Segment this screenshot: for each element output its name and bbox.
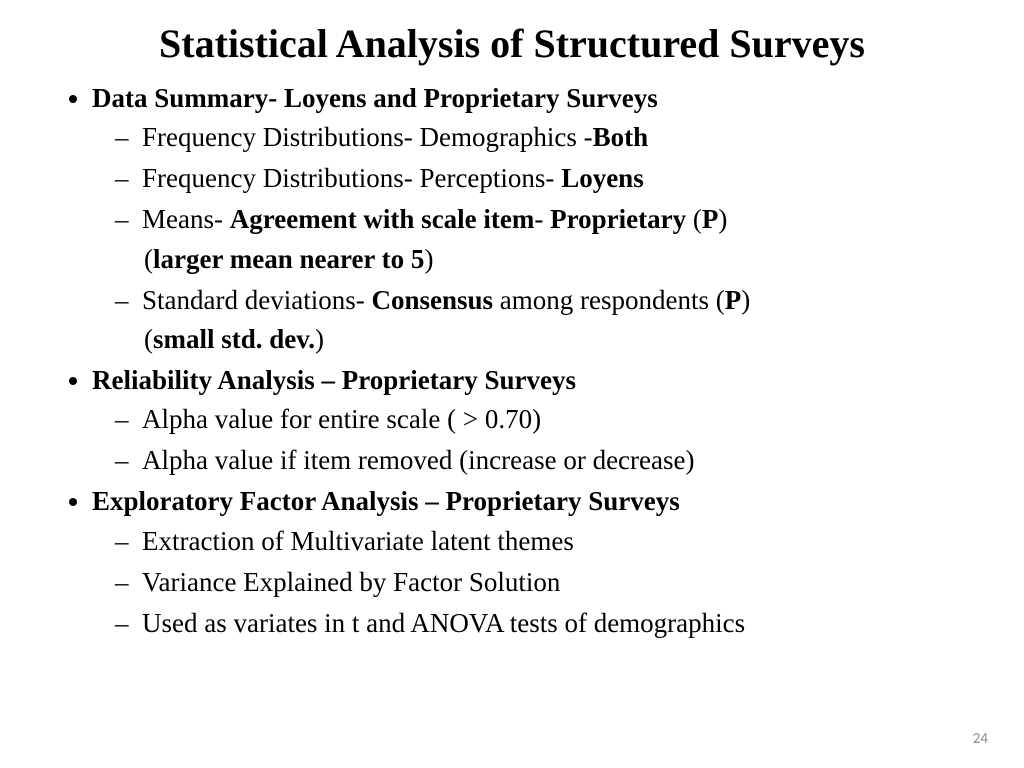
sub-item-text: Alpha value for entire scale ( > 0.70) bbox=[142, 404, 541, 434]
sub-item: Used as variates in t and ANOVA tests of… bbox=[142, 604, 984, 643]
sub-item: Frequency Distributions- Perceptions- Lo… bbox=[142, 159, 984, 198]
sub-item-continuation: (small std. dev.) bbox=[142, 320, 984, 359]
sub-item-continuation: (larger mean nearer to 5) bbox=[142, 240, 984, 279]
slide-title: Statistical Analysis of Structured Surve… bbox=[40, 20, 984, 67]
sub-item-text: Alpha value if item removed (increase or… bbox=[142, 445, 694, 475]
section-item: Exploratory Factor Analysis – Proprietar… bbox=[92, 482, 984, 643]
page-number: 24 bbox=[973, 730, 988, 748]
section-heading: Exploratory Factor Analysis – Proprietar… bbox=[92, 486, 680, 516]
sub-item: Means- Agreement with scale item- Propri… bbox=[142, 200, 984, 278]
sub-item: Frequency Distributions- Demographics -B… bbox=[142, 118, 984, 157]
sub-item: Variance Explained by Factor Solution bbox=[142, 563, 984, 602]
sub-item: Alpha value if item removed (increase or… bbox=[142, 441, 984, 480]
sub-item-bold: Both bbox=[593, 122, 649, 152]
sub-list: Extraction of Multivariate latent themes… bbox=[92, 522, 984, 643]
sub-list: Frequency Distributions- Demographics -B… bbox=[92, 118, 984, 359]
sub-item-text: Frequency Distributions- Perceptions- bbox=[142, 163, 561, 193]
sub-item-text: Frequency Distributions- Demographics - bbox=[142, 122, 593, 152]
sub-item-text: Extraction of Multivariate latent themes bbox=[142, 526, 574, 556]
sub-item: Alpha value for entire scale ( > 0.70) bbox=[142, 400, 984, 439]
section-item: Data Summary- Loyens and Proprietary Sur… bbox=[92, 79, 984, 359]
sub-item-bold: Loyens bbox=[561, 163, 644, 193]
sub-item-text: Variance Explained by Factor Solution bbox=[142, 567, 560, 597]
section-heading: Data Summary- Loyens and Proprietary Sur… bbox=[92, 83, 658, 113]
section-item: Reliability Analysis – Proprietary Surve… bbox=[92, 361, 984, 480]
sub-item-text: Used as variates in t and ANOVA tests of… bbox=[142, 608, 745, 638]
sub-item: Standard deviations- Consensus among res… bbox=[142, 281, 984, 359]
sub-item: Extraction of Multivariate latent themes bbox=[142, 522, 984, 561]
section-heading: Reliability Analysis – Proprietary Surve… bbox=[92, 365, 576, 395]
sub-list: Alpha value for entire scale ( > 0.70) Al… bbox=[92, 400, 984, 480]
outline-list: Data Summary- Loyens and Proprietary Sur… bbox=[40, 79, 984, 643]
